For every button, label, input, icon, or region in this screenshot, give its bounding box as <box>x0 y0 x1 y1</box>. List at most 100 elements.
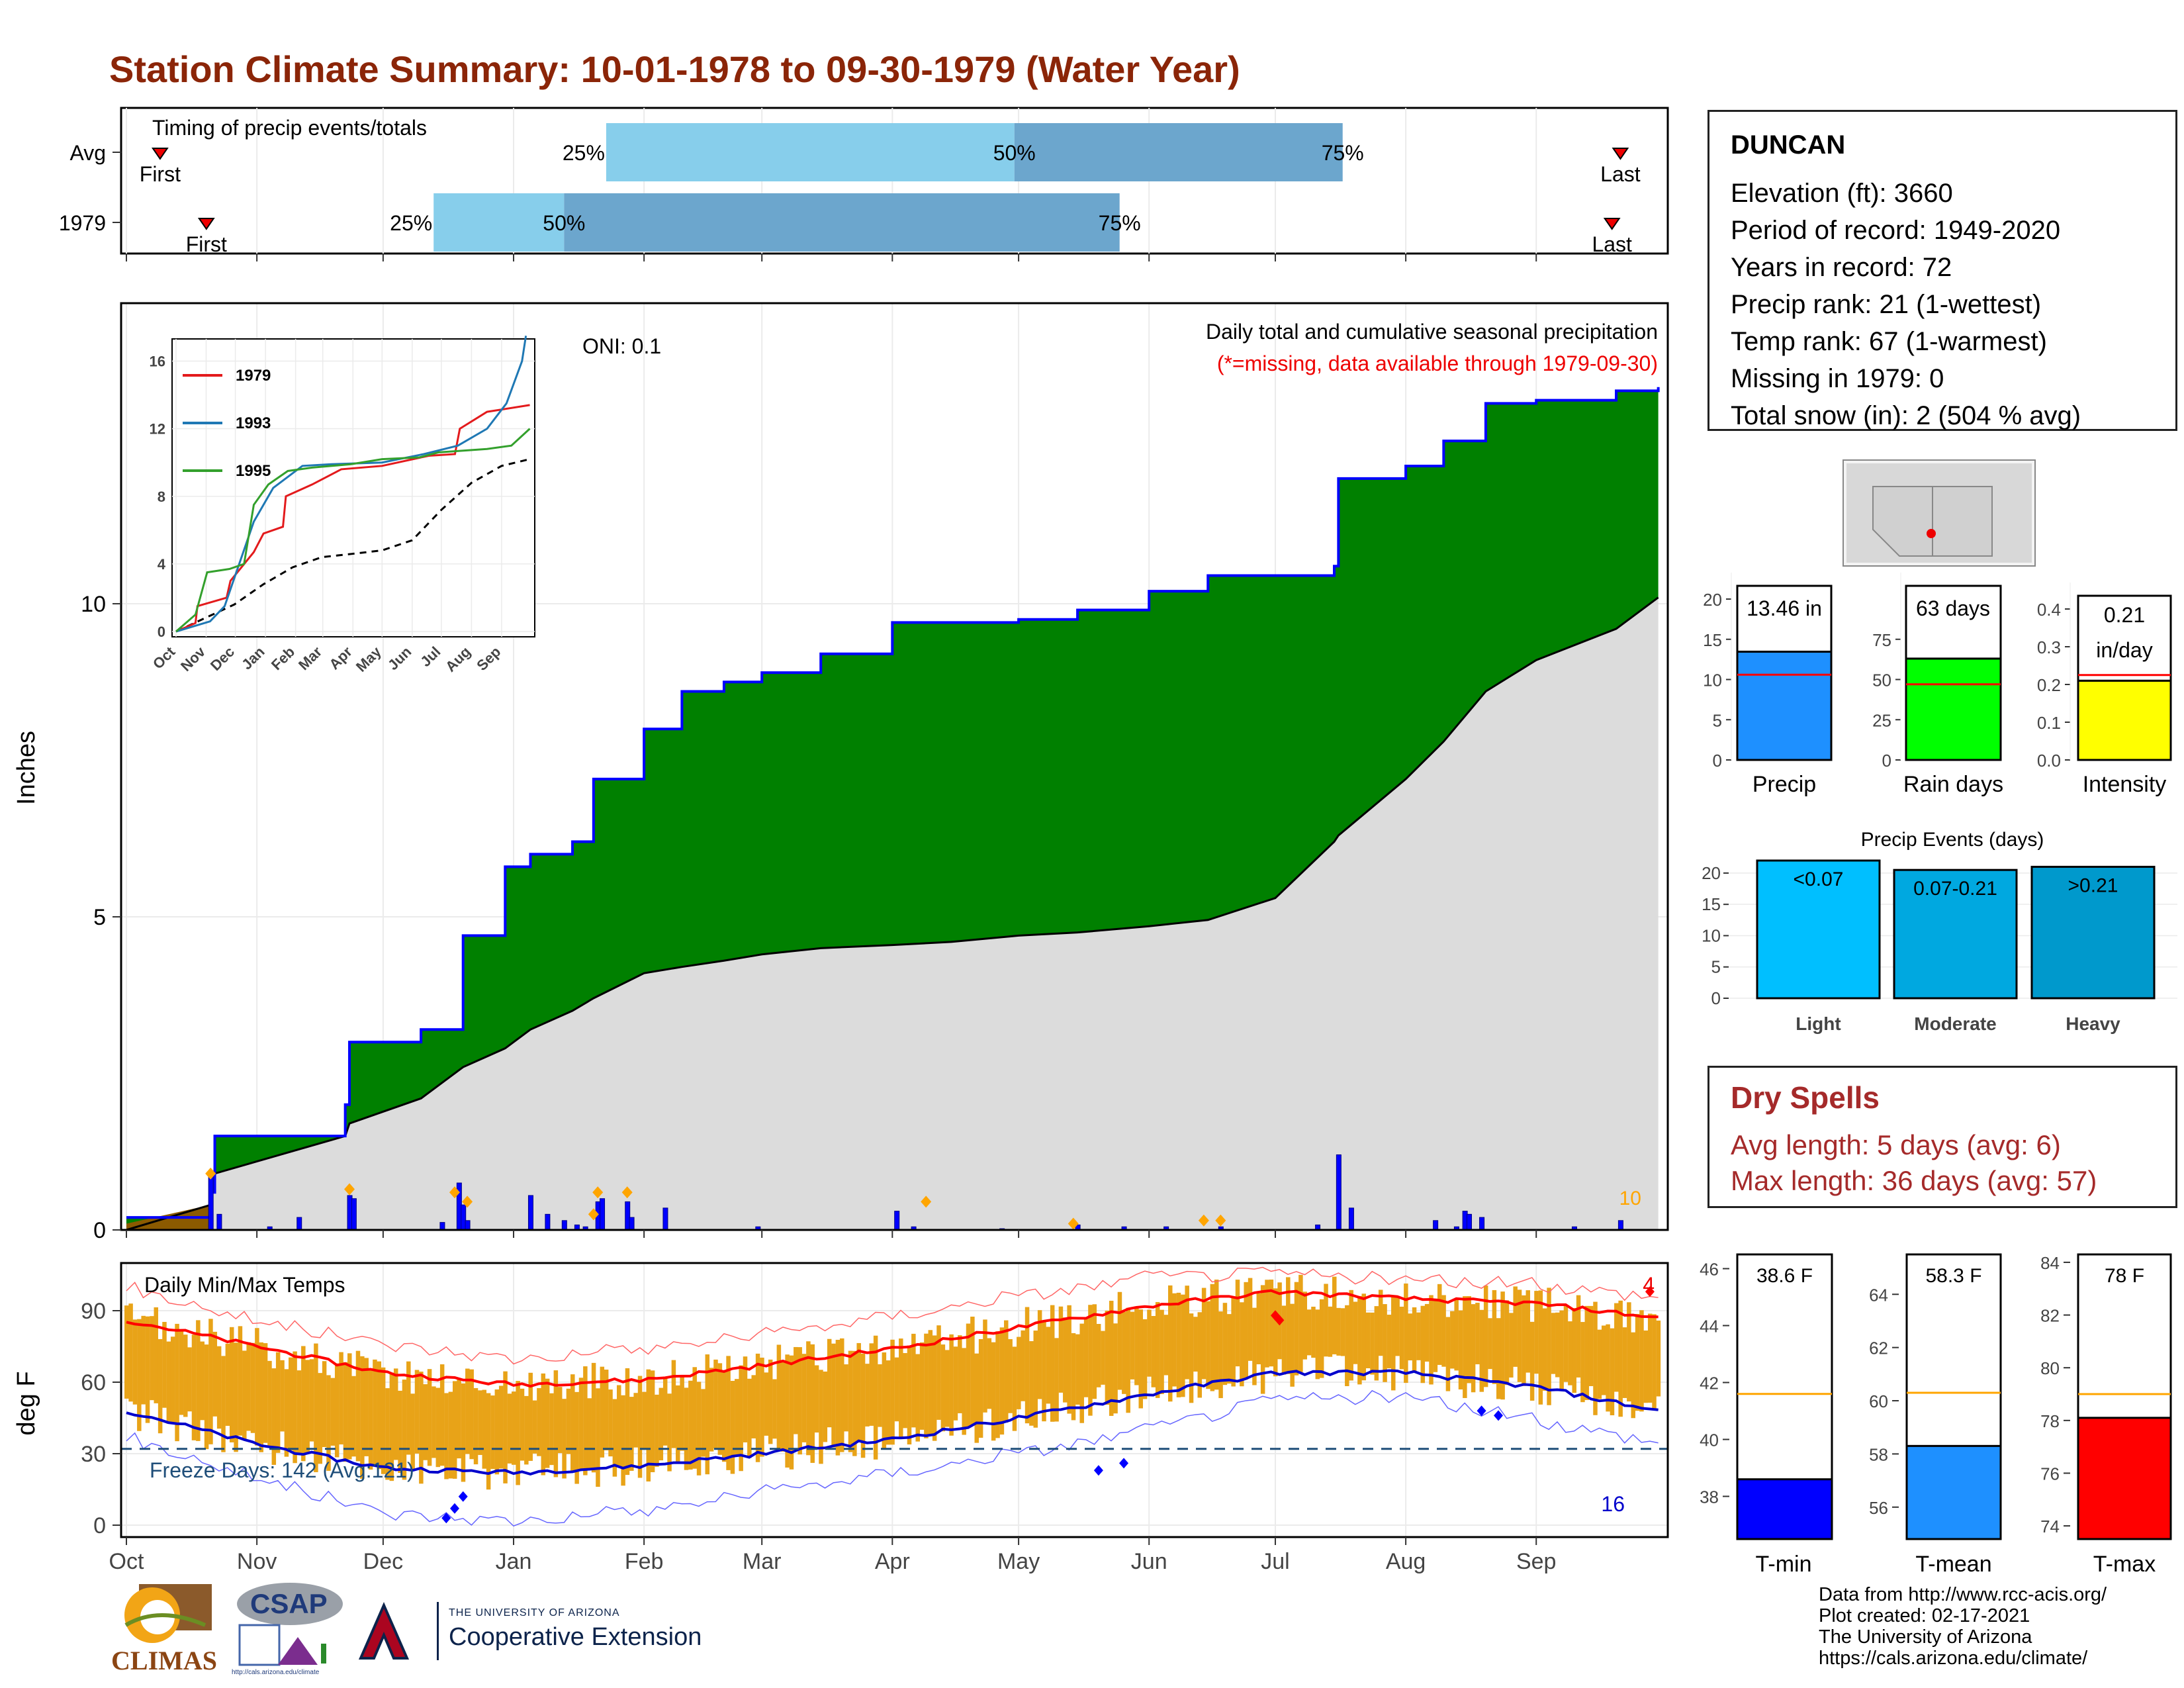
daily-temp-bar <box>995 1331 1000 1438</box>
daily-temp-bar <box>498 1385 504 1469</box>
daily-temp-bar <box>1383 1304 1387 1382</box>
daily-temp-bar <box>452 1381 457 1479</box>
temp-x-tick-label: Jan <box>496 1549 532 1574</box>
precip-events-bar <box>2030 865 2156 1000</box>
intensity-value: 0.21 <box>2104 603 2145 627</box>
daily-temp-bar <box>633 1393 638 1448</box>
daily-temp-bar <box>852 1350 857 1456</box>
precip-average-area <box>126 597 1659 1230</box>
credit-line: The University of Arizona <box>1819 1626 2032 1648</box>
daily-temp-bar <box>427 1369 432 1466</box>
timing-first-label: First <box>186 232 227 256</box>
daily-temp-bar <box>1067 1305 1071 1414</box>
daily-temp-bar <box>1214 1280 1219 1390</box>
snow-marker <box>1215 1214 1226 1227</box>
precip-caption: Daily total and cumulative seasonal prec… <box>1206 320 1658 344</box>
daily-temp-bar <box>516 1381 520 1485</box>
daily-temp-bar <box>1286 1277 1291 1374</box>
daily-temp-bar <box>1542 1308 1547 1391</box>
average-min-line <box>126 1369 1659 1476</box>
daily-temp-bar <box>1551 1313 1556 1374</box>
intensity-value-box <box>2077 594 2172 682</box>
daily-temp-bar <box>221 1356 226 1452</box>
daily-temp-bar <box>545 1378 550 1468</box>
daily-temp-bar <box>1365 1312 1371 1368</box>
daily-temp-bar <box>1353 1301 1358 1364</box>
daily-temp-bar <box>944 1350 950 1427</box>
daily-temp-bar <box>250 1342 255 1433</box>
daily-temp-bar <box>680 1376 684 1451</box>
daily-temp-bar <box>1534 1291 1539 1374</box>
daily-temp-bar <box>721 1371 727 1462</box>
tmin-tick-label: 44 <box>1700 1317 1719 1336</box>
daily-temp-bar <box>1652 1314 1657 1409</box>
daily-temp-bar <box>196 1320 201 1441</box>
daily-temp-bar <box>1387 1315 1392 1369</box>
daily-temp-bar <box>684 1387 689 1470</box>
daily-temp-bar <box>570 1374 575 1473</box>
daily-temp-bar <box>1559 1310 1564 1391</box>
precip-total-tick-label: 10 <box>1703 671 1722 690</box>
tmean-tick-label: 60 <box>1869 1391 1888 1411</box>
daily-temp-bar <box>1458 1310 1463 1389</box>
daily-temp-bar <box>1627 1302 1631 1402</box>
daily-temp-bar <box>1467 1296 1471 1383</box>
timing-first-marker <box>151 148 169 160</box>
snow-marker <box>462 1196 473 1208</box>
daily-temp-bar <box>962 1348 966 1435</box>
daily-temp-bar <box>124 1305 129 1399</box>
daily-precip-bar <box>465 1220 471 1231</box>
daily-temp-bar <box>1071 1333 1076 1421</box>
rain-days-tick-label: 75 <box>1872 630 1891 650</box>
temp-y-tick-label: 30 <box>81 1442 106 1467</box>
daily-temp-bar <box>1445 1317 1451 1391</box>
daily-temp-bar <box>903 1353 907 1429</box>
daily-temp-bar <box>953 1346 958 1421</box>
temp-y-tick-label: 60 <box>81 1370 106 1395</box>
daily-temp-bar <box>1248 1278 1253 1361</box>
daily-temp-bar <box>347 1353 352 1460</box>
credit-line: Plot created: 02-17-2021 <box>1819 1605 2030 1626</box>
daily-temp-bar <box>162 1321 167 1408</box>
daily-temp-bar <box>1576 1295 1581 1378</box>
daily-temp-bar <box>1429 1295 1433 1385</box>
daily-temp-bar <box>974 1353 979 1443</box>
daily-temp-bar <box>557 1387 563 1454</box>
temp-y-tick-label: 0 <box>93 1513 106 1538</box>
daily-temp-bar <box>1021 1330 1025 1401</box>
daily-temp-bar <box>574 1391 579 1484</box>
daily-temp-bar <box>1412 1307 1417 1372</box>
daily-temp-bar <box>1643 1330 1649 1403</box>
daily-temp-bar <box>229 1327 234 1442</box>
daily-temp-bar <box>1298 1274 1303 1372</box>
daily-temp-bar <box>810 1344 815 1463</box>
temp-count-top: 4 <box>1643 1273 1655 1297</box>
daily-temp-bar <box>158 1338 163 1434</box>
daily-temp-bar <box>1033 1331 1038 1428</box>
inset-y-tick-label: 12 <box>150 421 165 438</box>
daily-temp-bar <box>1134 1306 1139 1385</box>
daily-temp-bar <box>1012 1346 1017 1431</box>
daily-temp-bar <box>204 1344 209 1450</box>
daily-temp-bar <box>958 1335 962 1413</box>
precip-y-tick-label: 5 <box>93 905 106 930</box>
precip-events-bar <box>1893 868 2018 1000</box>
daily-temp-bar <box>1647 1313 1653 1403</box>
temp-x-tick-label: Nov <box>237 1549 277 1574</box>
climas-logo-text: CLIMAS <box>111 1646 218 1675</box>
daily-temp-bar <box>444 1393 449 1479</box>
daily-precip-bar <box>216 1213 222 1231</box>
daily-temp-bar <box>1206 1301 1210 1389</box>
daily-temp-bar <box>490 1395 495 1470</box>
daily-temp-bar <box>1584 1305 1590 1400</box>
daily-precip-bar <box>1348 1207 1354 1231</box>
daily-temp-bar <box>1151 1316 1156 1387</box>
temp-count-bottom: 16 <box>1601 1492 1625 1516</box>
rain-days-tick-label: 0 <box>1882 751 1891 771</box>
daily-precip-bar <box>296 1217 302 1231</box>
snow-marker <box>449 1186 460 1199</box>
daily-temp-bar <box>448 1391 453 1479</box>
tmean-label: T-mean <box>1915 1552 1991 1577</box>
daily-temp-bar <box>212 1331 218 1417</box>
daily-temp-bar <box>1105 1310 1110 1405</box>
